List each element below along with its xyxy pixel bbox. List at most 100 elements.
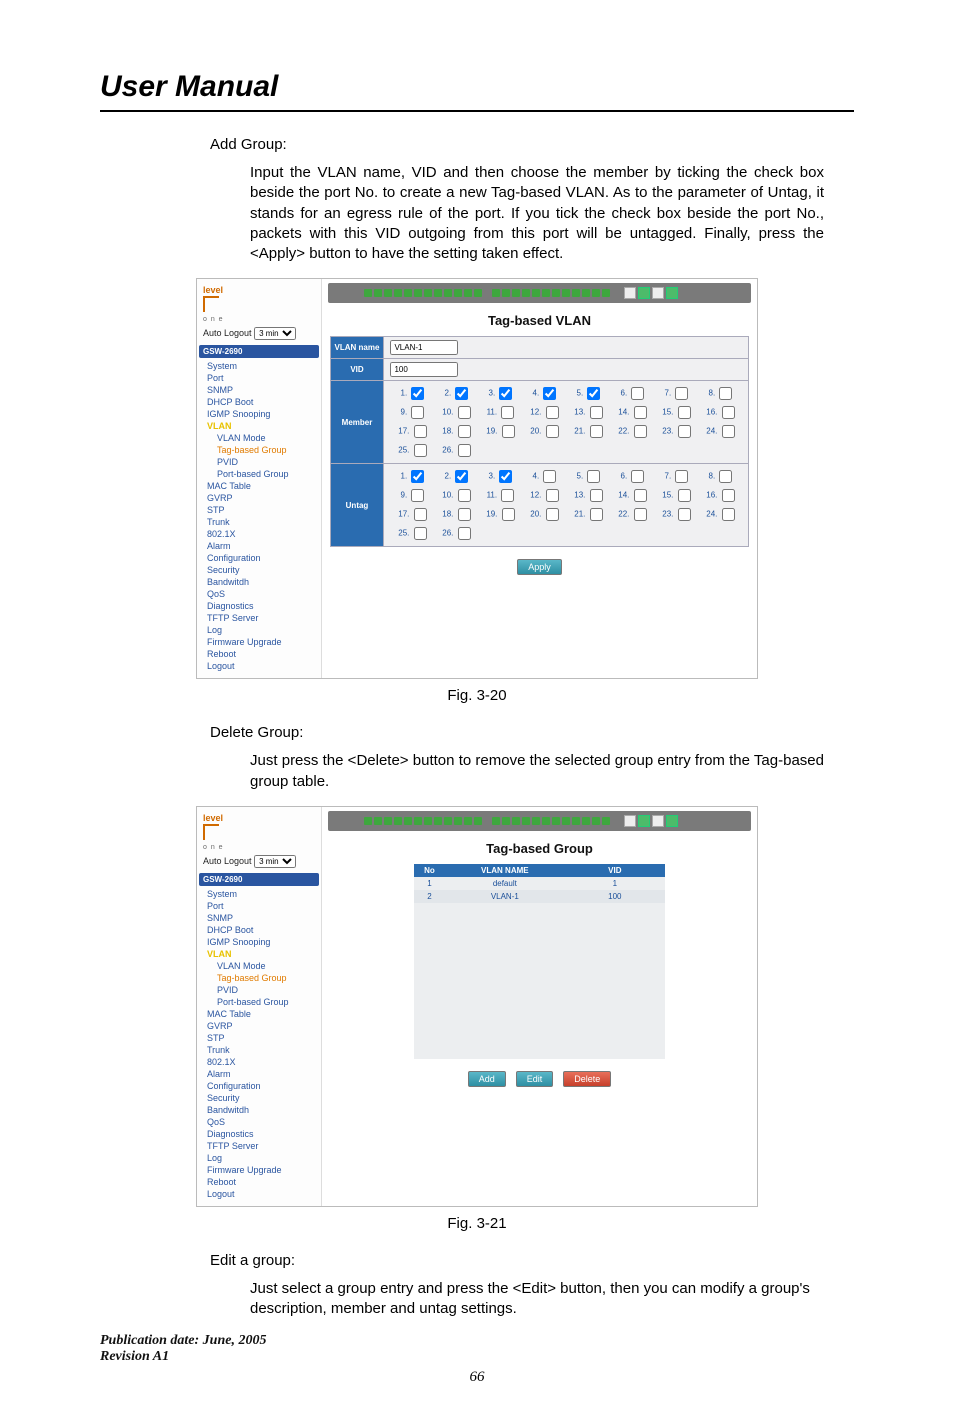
- port-checkbox[interactable]: 24.: [698, 505, 742, 524]
- vlan-name-input[interactable]: [390, 340, 458, 355]
- table-row[interactable]: 2VLAN-1100: [414, 890, 665, 903]
- port-checkbox[interactable]: 9.: [390, 486, 434, 505]
- sidebar-item[interactable]: Security: [199, 564, 319, 576]
- port-checkbox[interactable]: 7.: [654, 384, 698, 403]
- port-checkbox[interactable]: 16.: [698, 403, 742, 422]
- sidebar-item[interactable]: STP: [199, 504, 319, 516]
- sidebar-item[interactable]: Bandwitdh: [199, 1104, 319, 1116]
- sidebar-item[interactable]: Trunk: [199, 516, 319, 528]
- port-checkbox[interactable]: 23.: [654, 422, 698, 441]
- sidebar-item[interactable]: Configuration: [199, 552, 319, 564]
- sidebar-subitem[interactable]: Tag-based Group: [199, 972, 319, 984]
- sidebar-item[interactable]: QoS: [199, 588, 319, 600]
- edit-button[interactable]: Edit: [516, 1071, 554, 1087]
- sidebar-item[interactable]: IGMP Snooping: [199, 408, 319, 420]
- port-checkbox[interactable]: 3.: [478, 384, 522, 403]
- port-checkbox[interactable]: 19.: [478, 422, 522, 441]
- port-checkbox[interactable]: 11.: [478, 403, 522, 422]
- sidebar-item[interactable]: TFTP Server: [199, 612, 319, 624]
- sidebar-item[interactable]: Firmware Upgrade: [199, 636, 319, 648]
- sidebar-item[interactable]: Diagnostics: [199, 1128, 319, 1140]
- sidebar-item[interactable]: 802.1X: [199, 528, 319, 540]
- port-checkbox[interactable]: 6.: [610, 467, 654, 486]
- sidebar-item[interactable]: Log: [199, 1152, 319, 1164]
- sidebar-item[interactable]: Security: [199, 1092, 319, 1104]
- port-checkbox[interactable]: 5.: [566, 467, 610, 486]
- port-checkbox[interactable]: 26.: [434, 524, 478, 543]
- port-checkbox[interactable]: 4.: [522, 467, 566, 486]
- port-checkbox[interactable]: 1.: [390, 384, 434, 403]
- sidebar-item[interactable]: SNMP: [199, 384, 319, 396]
- port-checkbox[interactable]: 21.: [566, 505, 610, 524]
- port-checkbox[interactable]: 12.: [522, 403, 566, 422]
- sidebar-item[interactable]: TFTP Server: [199, 1140, 319, 1152]
- port-checkbox[interactable]: 24.: [698, 422, 742, 441]
- port-checkbox[interactable]: 22.: [610, 422, 654, 441]
- port-checkbox[interactable]: 20.: [522, 505, 566, 524]
- port-checkbox[interactable]: 25.: [390, 524, 434, 543]
- sidebar-item[interactable]: Alarm: [199, 1068, 319, 1080]
- port-checkbox[interactable]: 14.: [610, 486, 654, 505]
- sidebar-item[interactable]: STP: [199, 1032, 319, 1044]
- sidebar-subitem[interactable]: VLAN Mode: [199, 432, 319, 444]
- port-checkbox[interactable]: 4.: [522, 384, 566, 403]
- sidebar-item[interactable]: System: [199, 888, 319, 900]
- sidebar-item[interactable]: Reboot: [199, 648, 319, 660]
- sidebar-subitem[interactable]: Port-based Group: [199, 996, 319, 1008]
- sidebar-subitem[interactable]: Tag-based Group: [199, 444, 319, 456]
- sidebar-item[interactable]: Logout: [199, 660, 319, 672]
- sidebar-item[interactable]: GVRP: [199, 1020, 319, 1032]
- port-checkbox[interactable]: 23.: [654, 505, 698, 524]
- port-checkbox[interactable]: 13.: [566, 486, 610, 505]
- port-checkbox[interactable]: 7.: [654, 467, 698, 486]
- port-checkbox[interactable]: 10.: [434, 486, 478, 505]
- port-checkbox[interactable]: 26.: [434, 441, 478, 460]
- port-checkbox[interactable]: 2.: [434, 384, 478, 403]
- sidebar-subitem[interactable]: Port-based Group: [199, 468, 319, 480]
- port-checkbox[interactable]: 25.: [390, 441, 434, 460]
- sidebar-item[interactable]: Diagnostics: [199, 600, 319, 612]
- port-checkbox[interactable]: 22.: [610, 505, 654, 524]
- port-checkbox[interactable]: 16.: [698, 486, 742, 505]
- port-checkbox[interactable]: 5.: [566, 384, 610, 403]
- auto-logout-select-2[interactable]: 3 min: [254, 855, 296, 868]
- vid-input[interactable]: [390, 362, 458, 377]
- sidebar-item[interactable]: DHCP Boot: [199, 924, 319, 936]
- port-checkbox[interactable]: 18.: [434, 422, 478, 441]
- add-button[interactable]: Add: [468, 1071, 506, 1087]
- delete-button[interactable]: Delete: [563, 1071, 611, 1087]
- port-checkbox[interactable]: 3.: [478, 467, 522, 486]
- sidebar-item[interactable]: QoS: [199, 1116, 319, 1128]
- sidebar-subitem[interactable]: PVID: [199, 456, 319, 468]
- sidebar-item[interactable]: IGMP Snooping: [199, 936, 319, 948]
- sidebar-subitem[interactable]: VLAN Mode: [199, 960, 319, 972]
- sidebar-item[interactable]: Logout: [199, 1188, 319, 1200]
- port-checkbox[interactable]: 11.: [478, 486, 522, 505]
- sidebar-item[interactable]: Configuration: [199, 1080, 319, 1092]
- sidebar-item[interactable]: Reboot: [199, 1176, 319, 1188]
- port-checkbox[interactable]: 1.: [390, 467, 434, 486]
- port-checkbox[interactable]: 17.: [390, 422, 434, 441]
- port-checkbox[interactable]: 14.: [610, 403, 654, 422]
- sidebar-item[interactable]: Trunk: [199, 1044, 319, 1056]
- port-checkbox[interactable]: 10.: [434, 403, 478, 422]
- sidebar-item[interactable]: Firmware Upgrade: [199, 1164, 319, 1176]
- auto-logout-select[interactable]: 3 min: [254, 327, 296, 340]
- port-checkbox[interactable]: 6.: [610, 384, 654, 403]
- sidebar-subitem[interactable]: PVID: [199, 984, 319, 996]
- auto-logout-2[interactable]: Auto Logout 3 min: [199, 853, 319, 870]
- port-checkbox[interactable]: 19.: [478, 505, 522, 524]
- port-checkbox[interactable]: 8.: [698, 384, 742, 403]
- sidebar-vlan-2[interactable]: VLAN: [199, 948, 319, 960]
- port-checkbox[interactable]: 8.: [698, 467, 742, 486]
- sidebar-item[interactable]: MAC Table: [199, 480, 319, 492]
- port-checkbox[interactable]: 12.: [522, 486, 566, 505]
- auto-logout[interactable]: Auto Logout 3 min: [199, 325, 319, 342]
- sidebar-item[interactable]: Bandwitdh: [199, 576, 319, 588]
- port-checkbox[interactable]: 20.: [522, 422, 566, 441]
- sidebar-item[interactable]: SNMP: [199, 912, 319, 924]
- sidebar-item[interactable]: System: [199, 360, 319, 372]
- sidebar-item[interactable]: 802.1X: [199, 1056, 319, 1068]
- sidebar-item[interactable]: MAC Table: [199, 1008, 319, 1020]
- sidebar-item[interactable]: GVRP: [199, 492, 319, 504]
